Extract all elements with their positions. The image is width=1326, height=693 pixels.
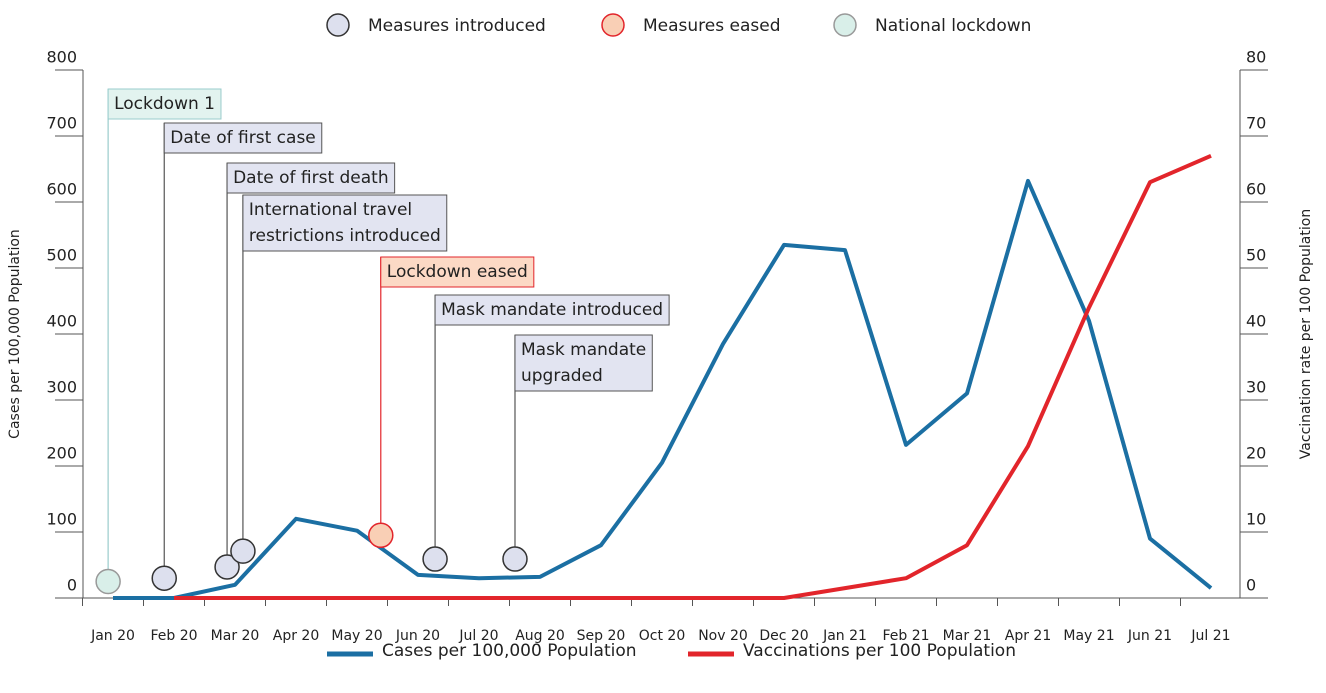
x-tick-label: Aug 20 <box>515 628 565 644</box>
x-tick-label: Jul 20 <box>458 628 498 644</box>
event-label: restrictions introduced <box>249 226 441 246</box>
event-label: Lockdown eased <box>387 262 528 282</box>
x-tick-label: Nov 20 <box>698 628 748 644</box>
legend-label: Cases per 100,000 Population <box>382 641 637 661</box>
y2-tick-label: 10 <box>1246 510 1266 529</box>
legend-label: Vaccinations per 100 Population <box>743 641 1016 661</box>
event-label: Mask mandate <box>521 340 646 360</box>
y2-tick-label: 50 <box>1246 246 1266 265</box>
x-tick-label: Feb 20 <box>150 628 197 644</box>
event-label: Date of first case <box>170 128 316 148</box>
y-tick-label: 500 <box>46 246 77 265</box>
x-tick-label: May 20 <box>331 628 382 644</box>
y-tick-label: 600 <box>46 180 77 199</box>
event-label: Mask mandate introduced <box>441 300 663 320</box>
event-label: upgraded <box>521 366 603 386</box>
event-marker <box>368 522 394 549</box>
series-line <box>113 178 1213 600</box>
x-tick-label: Mar 21 <box>943 628 992 644</box>
y2-tick-label: 60 <box>1246 180 1266 199</box>
x-tick-label: Mar 20 <box>211 628 260 644</box>
legend-label: Measures introduced <box>368 16 546 36</box>
event-box <box>226 162 396 194</box>
event-box <box>380 256 535 288</box>
x-tick-label: May 21 <box>1063 628 1114 644</box>
event-box <box>163 122 323 154</box>
legend-label: Measures eased <box>643 16 781 36</box>
event: Mask mandate introduced <box>422 294 670 572</box>
event-box <box>434 294 670 326</box>
y-tick-label: 100 <box>46 510 77 529</box>
y2-tick-label: 70 <box>1246 114 1266 133</box>
event: Mask mandate upgraded <box>502 334 653 572</box>
event-marker <box>151 565 177 591</box>
event: Date of first death <box>214 162 396 580</box>
event: International travel restrictions introdu… <box>230 194 448 564</box>
x-tick-label: Sep 20 <box>577 628 626 644</box>
x-tick-label: Dec 20 <box>759 628 808 644</box>
event-label: Date of first death <box>233 168 389 188</box>
y-tick-label: 400 <box>46 312 77 331</box>
x-tick-label: Oct 20 <box>639 628 685 644</box>
y2-axis-label: Vaccination rate per 100 Population <box>1298 209 1314 459</box>
legend-marker <box>833 13 857 37</box>
event: Lockdown 1 <box>95 88 222 595</box>
y2-tick-label: 30 <box>1246 378 1266 397</box>
x-tick-label: Jul 21 <box>1190 628 1230 644</box>
x-tick-label: Jan 21 <box>822 628 867 644</box>
event-label: Lockdown 1 <box>114 94 215 114</box>
y-axis-label: Cases per 100,000 Population <box>7 229 23 439</box>
event: Date of first case <box>151 122 323 591</box>
y2-tick-label: 20 <box>1246 444 1266 463</box>
y-tick-label: 300 <box>46 378 77 397</box>
event-marker <box>230 538 256 564</box>
event-marker <box>422 546 448 572</box>
y-tick-label: 700 <box>46 114 77 133</box>
event-label: International travel <box>249 200 412 220</box>
x-tick-label: Feb 21 <box>882 628 929 644</box>
y-tick-label: 200 <box>46 444 77 463</box>
legend-marker <box>326 13 350 37</box>
series-line <box>174 153 1212 600</box>
legend-marker <box>601 13 625 37</box>
event-box <box>242 194 448 252</box>
event-box <box>514 334 653 392</box>
x-tick-label: Jan 20 <box>90 628 135 644</box>
y2-tick-label: 80 <box>1246 48 1266 67</box>
y2-tick-label: 40 <box>1246 312 1266 331</box>
x-tick-label: Apr 21 <box>1005 628 1051 644</box>
event: Lockdown eased <box>368 256 535 549</box>
event-marker <box>95 568 121 595</box>
x-tick-label: Apr 20 <box>273 628 319 644</box>
x-tick-label: Jun 21 <box>1127 628 1172 644</box>
y-tick-label: 800 <box>46 48 77 67</box>
y-tick-label: 0 <box>67 576 77 595</box>
event-marker <box>214 554 240 580</box>
event-marker <box>502 546 528 572</box>
event-box <box>107 88 222 120</box>
legend-label: National lockdown <box>875 16 1031 36</box>
y2-tick-label: 0 <box>1246 576 1256 595</box>
x-tick-label: Jun 20 <box>395 628 440 644</box>
